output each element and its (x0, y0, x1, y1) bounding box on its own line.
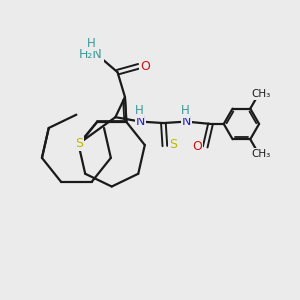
Text: O: O (192, 140, 202, 153)
Text: S: S (75, 137, 83, 150)
Text: N: N (136, 115, 145, 128)
Text: CH₃: CH₃ (251, 89, 271, 99)
Text: H: H (87, 37, 95, 50)
Text: H: H (181, 104, 189, 117)
Text: CH₃: CH₃ (251, 149, 271, 159)
Text: N: N (182, 115, 191, 128)
Text: H: H (135, 104, 143, 117)
Text: H₂N: H₂N (79, 49, 103, 62)
Text: O: O (140, 60, 150, 73)
Text: S: S (169, 138, 177, 151)
